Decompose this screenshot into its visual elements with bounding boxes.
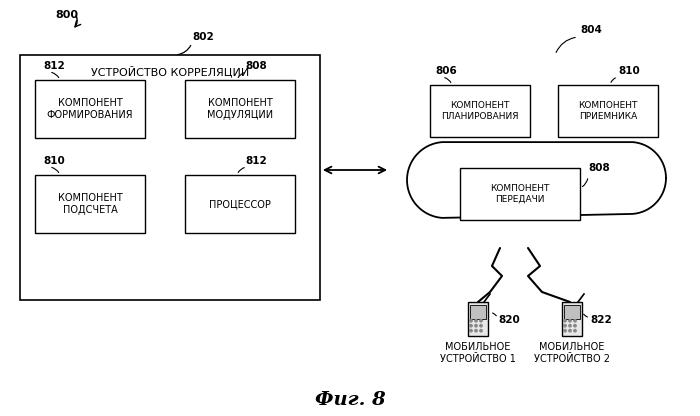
Circle shape <box>470 324 473 327</box>
Text: 802: 802 <box>192 32 214 42</box>
Circle shape <box>480 329 482 332</box>
Circle shape <box>564 324 566 327</box>
Text: КОМПОНЕНТ
ПРИЕМНИКА: КОМПОНЕНТ ПРИЕМНИКА <box>578 102 638 121</box>
Circle shape <box>470 329 473 332</box>
FancyArrowPatch shape <box>444 78 451 82</box>
Text: КОМПОНЕНТ
ПЕРЕДАЧИ: КОМПОНЕНТ ПЕРЕДАЧИ <box>490 184 550 204</box>
Ellipse shape <box>480 77 590 187</box>
Bar <box>562 302 582 336</box>
Text: КОМПОНЕНТ
ПЛАНИРОВАНИЯ: КОМПОНЕНТ ПЛАНИРОВАНИЯ <box>441 102 519 121</box>
Text: КОМПОНЕНТ
ПОДСЧЕТА: КОМПОНЕНТ ПОДСЧЕТА <box>57 193 122 215</box>
FancyArrowPatch shape <box>611 78 615 82</box>
Bar <box>185 175 295 233</box>
Bar <box>185 80 295 138</box>
Text: 808: 808 <box>245 61 267 71</box>
Circle shape <box>574 319 576 322</box>
Text: 804: 804 <box>580 25 602 35</box>
Circle shape <box>475 319 477 322</box>
Text: 810: 810 <box>43 156 64 166</box>
FancyArrowPatch shape <box>178 45 190 54</box>
FancyArrowPatch shape <box>52 168 59 173</box>
Ellipse shape <box>407 142 483 218</box>
FancyArrowPatch shape <box>584 314 587 317</box>
Text: ПРОЦЕССОР: ПРОЦЕССОР <box>209 199 271 209</box>
Text: 806: 806 <box>435 66 456 76</box>
Circle shape <box>480 319 482 322</box>
FancyArrowPatch shape <box>556 37 575 52</box>
Text: 822: 822 <box>590 315 612 325</box>
Bar <box>468 302 488 336</box>
Ellipse shape <box>560 102 640 182</box>
Bar <box>35 175 145 233</box>
Bar <box>20 55 320 300</box>
Text: 810: 810 <box>618 66 640 76</box>
Text: КОМПОНЕНТ
МОДУЛЯЦИИ: КОМПОНЕНТ МОДУЛЯЦИИ <box>207 98 273 120</box>
Circle shape <box>564 329 566 332</box>
Circle shape <box>564 319 566 322</box>
Text: 800: 800 <box>55 10 78 20</box>
FancyArrowPatch shape <box>52 72 59 77</box>
Bar <box>470 305 486 319</box>
Ellipse shape <box>594 142 666 214</box>
Circle shape <box>569 319 571 322</box>
Bar <box>430 85 530 137</box>
Ellipse shape <box>525 153 615 243</box>
FancyArrowPatch shape <box>238 73 244 77</box>
Circle shape <box>475 329 477 332</box>
Text: 812: 812 <box>245 156 267 166</box>
Text: 820: 820 <box>498 315 519 325</box>
Circle shape <box>470 319 473 322</box>
Ellipse shape <box>433 103 517 187</box>
Text: МОБИЛЬНОЕ
УСТРОЙСТВО 2: МОБИЛЬНОЕ УСТРОЙСТВО 2 <box>534 342 610 364</box>
FancyArrowPatch shape <box>238 168 244 173</box>
Circle shape <box>480 324 482 327</box>
Circle shape <box>569 324 571 327</box>
Circle shape <box>569 329 571 332</box>
Circle shape <box>475 324 477 327</box>
Text: МОБИЛЬНОЕ
УСТРОЙСТВО 1: МОБИЛЬНОЕ УСТРОЙСТВО 1 <box>440 342 516 364</box>
Circle shape <box>574 324 576 327</box>
Text: 812: 812 <box>43 61 64 71</box>
Bar <box>564 305 580 319</box>
Bar <box>35 80 145 138</box>
Text: Фиг. 8: Фиг. 8 <box>314 391 386 409</box>
FancyArrowPatch shape <box>493 313 496 316</box>
Bar <box>460 168 580 220</box>
Ellipse shape <box>470 105 600 235</box>
Circle shape <box>574 329 576 332</box>
Ellipse shape <box>455 155 545 245</box>
Text: КОМПОНЕНТ
ФОРМИРОВАНИЯ: КОМПОНЕНТ ФОРМИРОВАНИЯ <box>47 98 133 120</box>
FancyArrowPatch shape <box>582 179 587 187</box>
Text: 808: 808 <box>588 163 610 173</box>
Bar <box>558 85 658 137</box>
Text: УСТРОЙСТВО КОРРЕЛЯЦИИ: УСТРОЙСТВО КОРРЕЛЯЦИИ <box>91 65 249 77</box>
